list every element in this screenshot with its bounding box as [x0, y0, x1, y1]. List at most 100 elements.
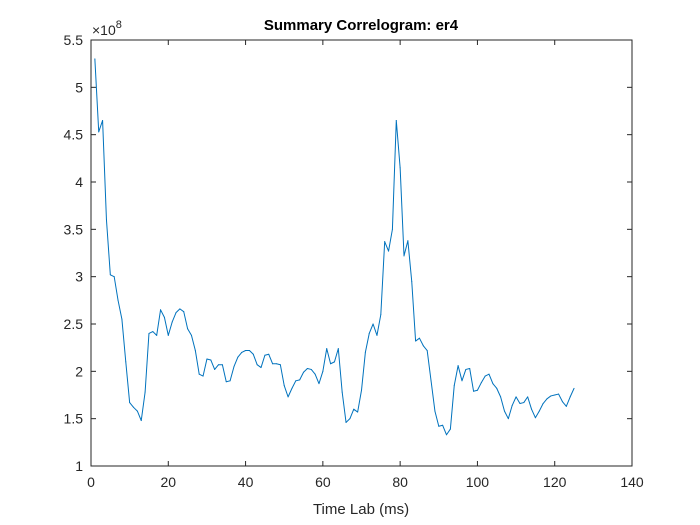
data-point [171, 321, 173, 323]
data-point [268, 353, 270, 355]
y-axis-ticks: 1 1.5 2 2.5 3 3.5 4 4.5 5 5.5 [64, 32, 632, 474]
data-point [368, 332, 370, 334]
data-point [453, 385, 455, 387]
data-point [388, 250, 390, 252]
data-point [496, 387, 498, 389]
data-point [372, 323, 374, 325]
data-point [430, 380, 432, 382]
data-point [415, 340, 417, 342]
data-point [361, 389, 362, 391]
data-point [515, 396, 517, 398]
data-point [457, 365, 459, 367]
data-point [303, 371, 305, 373]
data-point [218, 364, 220, 366]
data-point [252, 353, 254, 355]
data-point [121, 318, 123, 320]
data-point [531, 408, 533, 410]
data-point [349, 418, 351, 420]
x-tick-label: 60 [315, 474, 331, 490]
data-point [465, 368, 467, 370]
data-point [403, 255, 405, 257]
axes-box [90, 39, 633, 467]
data-point [102, 119, 104, 121]
data-point [353, 408, 355, 410]
data-point [511, 404, 513, 406]
data-point [550, 395, 552, 397]
data-point [561, 401, 563, 403]
data-point [248, 350, 250, 352]
data-point [558, 393, 560, 395]
data-point [214, 368, 216, 370]
y-tick-label: 2 [75, 363, 83, 379]
data-point [279, 364, 281, 366]
y-tick-label: 2.5 [64, 316, 84, 332]
data-point [237, 356, 239, 358]
data-point [449, 428, 451, 430]
data-point [507, 418, 509, 420]
data-point [569, 396, 571, 398]
data-point [399, 167, 401, 169]
data-point [422, 345, 424, 347]
data-point [125, 361, 127, 363]
data-point [407, 240, 409, 242]
data-point [272, 363, 274, 365]
data-point [380, 314, 382, 316]
data-point [461, 380, 463, 382]
data-point [109, 274, 111, 276]
data-point [538, 410, 540, 412]
data-point [337, 348, 339, 350]
y-tick-label: 1.5 [64, 411, 84, 427]
data-point [167, 334, 169, 336]
data-point [129, 402, 131, 404]
data-point [503, 410, 505, 412]
data-point [322, 370, 324, 372]
series-layer [94, 58, 575, 436]
x-tick-label: 100 [466, 474, 490, 490]
data-point [291, 387, 293, 389]
data-point [330, 363, 332, 365]
y-tick-label: 1 [75, 458, 83, 474]
data-point [318, 383, 320, 385]
data-point [364, 351, 366, 353]
data-point [376, 334, 378, 336]
data-point [333, 361, 335, 363]
data-point [523, 402, 525, 404]
data-point [229, 380, 231, 382]
data-point [117, 299, 119, 301]
data-point [357, 411, 359, 413]
x-tick-label: 140 [620, 474, 644, 490]
data-point [133, 406, 135, 408]
data-point [206, 358, 208, 360]
data-point [306, 367, 308, 369]
data-point [275, 363, 277, 365]
data-point [341, 391, 343, 393]
data-point [326, 348, 328, 350]
data-point [105, 219, 107, 221]
data-point [391, 228, 393, 230]
data-point [345, 421, 347, 423]
data-point [264, 354, 266, 356]
x-tick-label: 80 [392, 474, 408, 490]
data-point [113, 276, 115, 278]
data-point [395, 119, 397, 121]
data-point [314, 373, 316, 375]
y-tick-label: 3 [75, 269, 83, 285]
y-tick-label: 4.5 [64, 127, 84, 143]
x-tick-label: 20 [160, 474, 176, 490]
data-point [210, 359, 212, 361]
data-point [565, 405, 567, 407]
data-point [434, 410, 436, 412]
data-point [426, 350, 428, 352]
data-point [94, 58, 96, 60]
data-point [144, 391, 146, 393]
data-point [187, 328, 189, 330]
data-point [299, 379, 301, 381]
data-point [183, 311, 185, 313]
data-point [221, 364, 223, 366]
data-point [140, 420, 142, 422]
data-point [469, 367, 471, 369]
data-point [287, 396, 289, 398]
data-point [484, 375, 486, 377]
data-point [175, 312, 177, 314]
